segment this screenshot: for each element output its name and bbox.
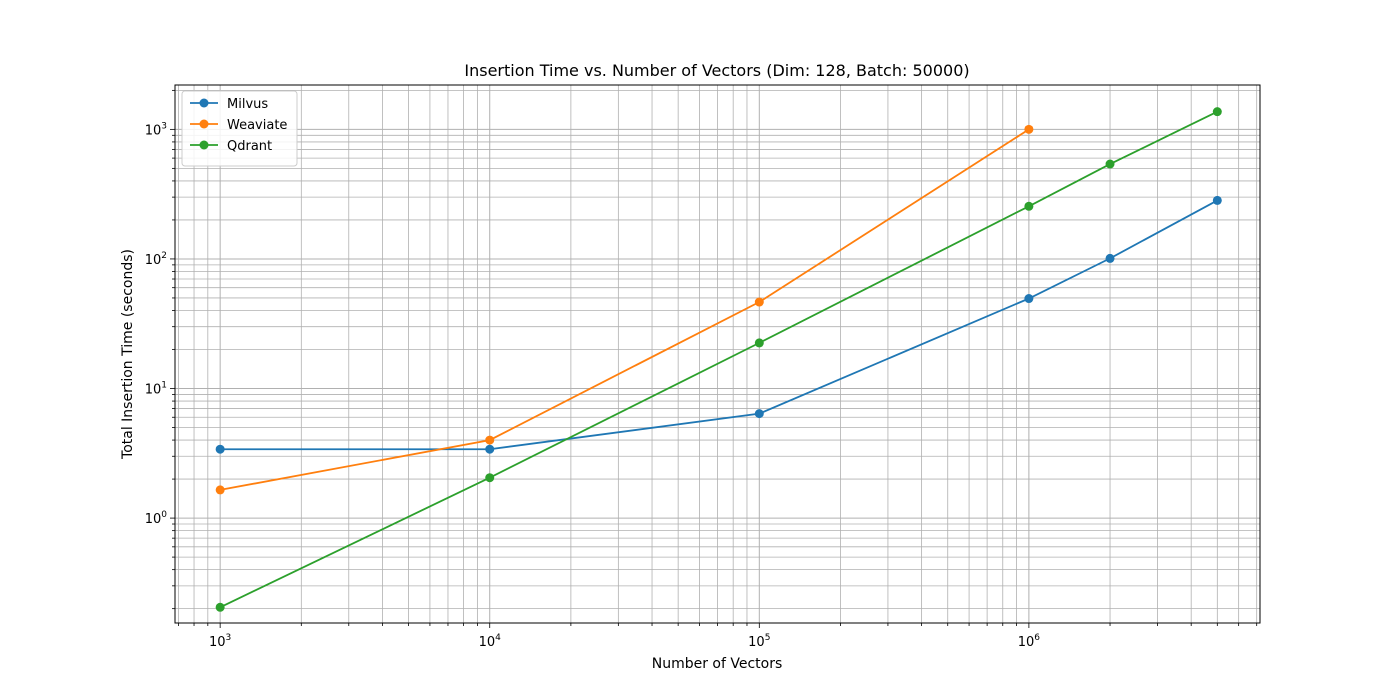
- y-tick-label: 101: [145, 381, 167, 398]
- data-point-qdrant: [1212, 107, 1222, 117]
- data-point-weaviate: [215, 485, 225, 495]
- data-point-milvus: [215, 444, 225, 454]
- legend-marker-weaviate: [199, 119, 209, 129]
- data-point-weaviate: [754, 297, 764, 307]
- data-point-milvus: [1105, 253, 1115, 263]
- data-point-qdrant: [1105, 159, 1115, 169]
- series-line-qdrant: [219, 110, 1218, 609]
- y-tick-label: 102: [145, 251, 167, 268]
- plot-frame: [174, 84, 1261, 624]
- series-lines: [215, 107, 1222, 612]
- x-tick-label: 104: [479, 633, 502, 650]
- legend-label-qdrant: Qdrant: [227, 139, 272, 154]
- legend-label-milvus: Milvus: [227, 97, 268, 112]
- x-tick-label: 105: [748, 633, 770, 650]
- legend: Milvus Weaviate Qdrant: [181, 90, 298, 167]
- data-point-qdrant: [485, 473, 495, 483]
- chart-title: Insertion Time vs. Number of Vectors (Di…: [464, 61, 969, 80]
- grid: [175, 85, 1260, 623]
- data-point-qdrant: [754, 338, 764, 348]
- legend-box: [181, 90, 298, 167]
- y-tick-label: 103: [145, 121, 167, 138]
- data-point-qdrant: [215, 602, 225, 612]
- data-point-qdrant: [1024, 201, 1034, 211]
- x-tick-label: 106: [1018, 633, 1041, 650]
- y-tick-label: 100: [145, 510, 168, 527]
- data-point-weaviate: [1024, 124, 1034, 134]
- y-axis-label: Total Insertion Time (seconds): [120, 249, 136, 460]
- x-axis-label: Number of Vectors: [652, 656, 783, 672]
- data-point-weaviate: [485, 435, 495, 445]
- data-point-milvus: [485, 444, 495, 454]
- data-point-milvus: [1212, 195, 1222, 205]
- data-point-milvus: [1024, 294, 1034, 304]
- series-line-weaviate: [219, 128, 1030, 491]
- legend-label-weaviate: Weaviate: [227, 118, 287, 133]
- legend-marker-milvus: [199, 98, 209, 108]
- data-point-milvus: [754, 409, 764, 419]
- legend-marker-qdrant: [199, 140, 209, 150]
- x-tick-label: 103: [209, 633, 231, 650]
